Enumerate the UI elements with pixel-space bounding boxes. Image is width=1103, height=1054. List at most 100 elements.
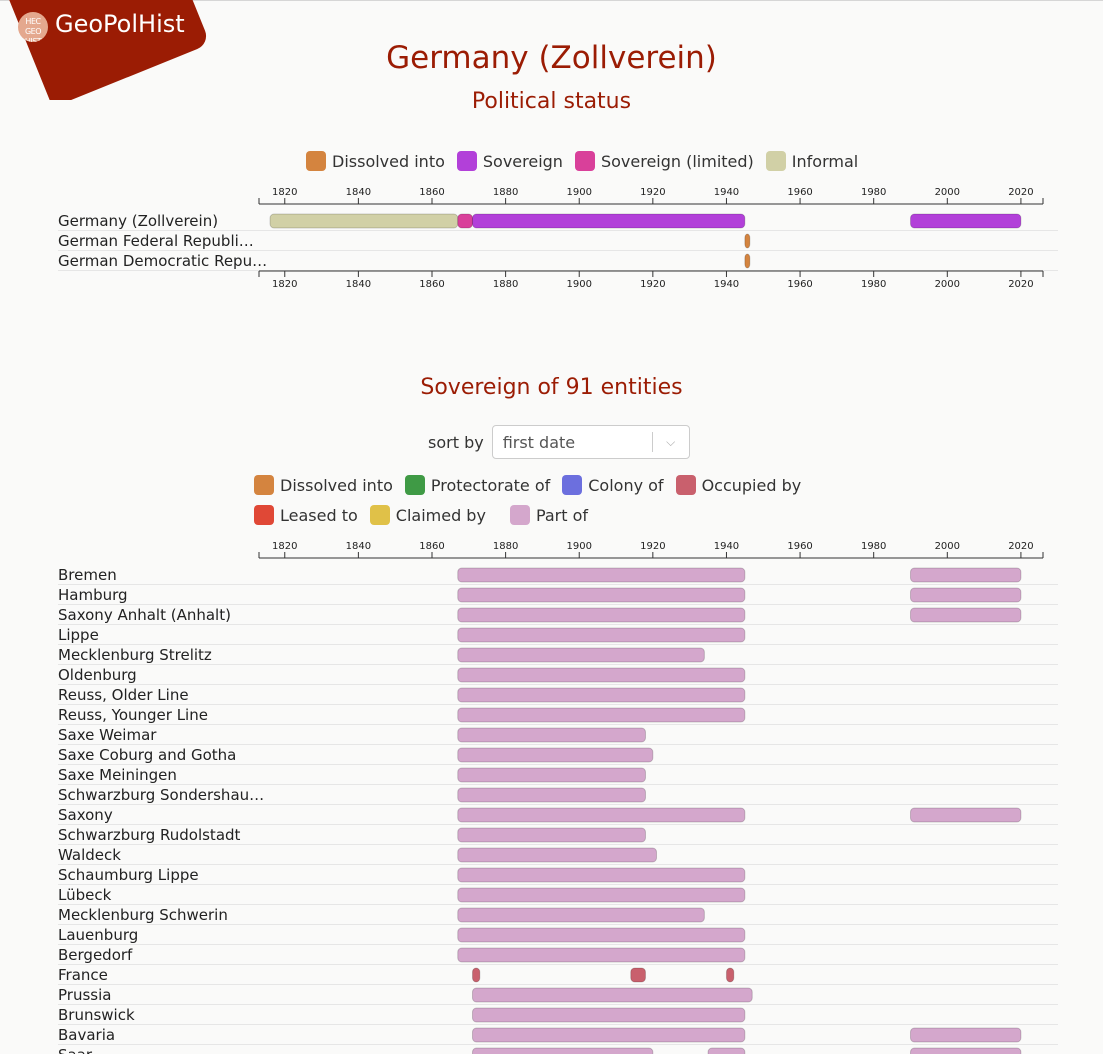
timeline-bar[interactable] <box>909 587 1022 603</box>
app-logo[interactable]: HEC GEO HIST GeoPolHist <box>0 0 210 100</box>
row-label: France <box>58 966 108 984</box>
axis-tick-label: 1820 <box>272 279 297 290</box>
timeline-bar[interactable] <box>909 1027 1022 1043</box>
timeline-bar[interactable] <box>909 213 1022 229</box>
top-border <box>0 0 1103 1</box>
legend-item-sovereign[interactable]: Sovereign <box>456 151 563 171</box>
axis-tick-label: 1980 <box>861 279 886 290</box>
timeline-bar[interactable] <box>457 647 705 663</box>
timeline-bar[interactable] <box>457 567 746 583</box>
timeline-bar[interactable] <box>909 607 1022 623</box>
timeline-bar[interactable] <box>725 967 735 983</box>
legend-swatch <box>404 475 425 495</box>
row-label: German Democratic Repu… <box>58 252 267 270</box>
legend-label: Dissolved into <box>332 151 445 171</box>
app-name: GeoPolHist <box>55 10 185 38</box>
timeline-bar[interactable] <box>457 807 746 823</box>
row-label: Lippe <box>58 626 99 644</box>
legend-label: Occupied by <box>701 475 802 495</box>
sort-select-value: first date <box>502 432 576 452</box>
timeline-bar[interactable] <box>471 1047 654 1054</box>
timeline-bar[interactable] <box>909 567 1022 583</box>
axis-tick-label: 1900 <box>566 187 591 198</box>
timeline-bar[interactable] <box>457 667 746 683</box>
axis-tick-label: 1900 <box>566 541 591 552</box>
timeline-bar[interactable] <box>744 253 751 269</box>
timeline-bar[interactable] <box>457 607 746 623</box>
timeline-bar[interactable] <box>471 213 746 229</box>
timeline-bar[interactable] <box>630 967 646 983</box>
row-label: Lübeck <box>58 886 112 904</box>
axis-tick-label: 1920 <box>640 187 665 198</box>
timeline-bar[interactable] <box>909 807 1022 823</box>
axis-tick-label: 1900 <box>566 279 591 290</box>
legend-item-leased-to[interactable]: Leased to <box>254 505 358 525</box>
axis-tick-label: 1960 <box>787 187 812 198</box>
legend-item-claimed-by[interactable]: Claimed by <box>369 505 486 525</box>
sort-label: sort by <box>428 432 484 452</box>
entity-timeline-chart: 1820 1840 1860 1880 1900 1920 1940 1960 1980 2000… <box>58 541 1058 1054</box>
axis-tick-label: 1980 <box>861 187 886 198</box>
timeline-bar[interactable] <box>457 587 746 603</box>
legend-item-informal[interactable]: Informal <box>765 151 858 171</box>
axis-tick-label: 1940 <box>714 187 739 198</box>
timeline-bar[interactable] <box>707 1047 746 1054</box>
row-label: Hamburg <box>58 586 128 604</box>
legend-item-colony-of[interactable]: Colony of <box>562 475 664 495</box>
legend-item-dissolved-into[interactable]: Dissolved into <box>254 475 393 495</box>
row-label: Schaumburg Lippe <box>58 866 199 884</box>
timeline-bar[interactable] <box>457 767 646 783</box>
legend-swatch <box>675 475 696 495</box>
axis-tick-label: 1860 <box>419 279 444 290</box>
row-label: Mecklenburg Strelitz <box>58 646 212 664</box>
row-label: Bremen <box>58 566 117 584</box>
row-label: German Federal Republi… <box>58 232 254 250</box>
timeline-bar[interactable] <box>457 707 746 723</box>
relation-legend: Dissolved into Protectorate of Colony of Oc… <box>254 475 894 525</box>
timeline-bar[interactable] <box>471 1007 746 1023</box>
axis-tick-label: 2020 <box>1008 541 1033 552</box>
chevron-down-icon[interactable]: ⌵ <box>666 434 676 449</box>
timeline-bar[interactable] <box>457 687 746 703</box>
timeline-bar[interactable] <box>471 987 753 1003</box>
timeline-bar[interactable] <box>457 727 646 743</box>
legend-label: Sovereign <box>482 151 563 171</box>
row-label: Waldeck <box>58 846 121 864</box>
legend-item-part-of[interactable]: Part of <box>509 505 588 525</box>
sort-select[interactable]: first date ⌵ <box>491 425 690 459</box>
legend-item-dissolved-into[interactable]: Dissolved into <box>306 151 445 171</box>
select-separator <box>651 432 653 452</box>
axis-tick-label: 2000 <box>935 187 960 198</box>
row-label: Saxe Meiningen <box>58 766 177 784</box>
timeline-bar[interactable] <box>457 927 746 943</box>
legend-label: Dissolved into <box>280 475 393 495</box>
timeline-bar[interactable] <box>457 827 646 843</box>
legend-item-sovereign-limited[interactable]: Sovereign (limited) <box>574 151 754 171</box>
axis-tick-label: 1880 <box>493 541 518 552</box>
axis-tick-label: 1840 <box>346 541 371 552</box>
timeline-bar[interactable] <box>457 787 646 803</box>
timeline-bar[interactable] <box>457 867 746 883</box>
timeline-bar[interactable] <box>457 907 705 923</box>
timeline-bar[interactable] <box>457 947 746 963</box>
timeline-bar[interactable] <box>471 1027 746 1043</box>
timeline-bar[interactable] <box>457 847 658 863</box>
timeline-bar[interactable] <box>457 747 654 763</box>
row-label: Germany (Zollverein) <box>58 212 218 230</box>
timeline-bar[interactable] <box>744 233 751 249</box>
axis-tick-label: 1860 <box>419 541 444 552</box>
row-label: Saxony Anhalt (Anhalt) <box>58 606 231 624</box>
legend-item-protectorate-of[interactable]: Protectorate of <box>404 475 550 495</box>
timeline-bar[interactable] <box>457 627 746 643</box>
timeline-bar[interactable] <box>909 1047 1022 1054</box>
page-title: Germany (Zollverein) <box>386 40 717 76</box>
row-label: Bavaria <box>58 1026 115 1044</box>
axis-tick-label: 2020 <box>1008 279 1033 290</box>
timeline-bar[interactable] <box>457 887 746 903</box>
timeline-bar[interactable] <box>269 213 459 229</box>
status-timeline-chart: 1820 1840 1860 1880 1900 1920 1940 1960 1980 2000… <box>58 187 1058 290</box>
legend-item-occupied-by[interactable]: Occupied by <box>675 475 802 495</box>
timeline-bar[interactable] <box>457 213 473 229</box>
timeline-bar[interactable] <box>471 967 481 983</box>
row-label: Mecklenburg Schwerin <box>58 906 228 924</box>
